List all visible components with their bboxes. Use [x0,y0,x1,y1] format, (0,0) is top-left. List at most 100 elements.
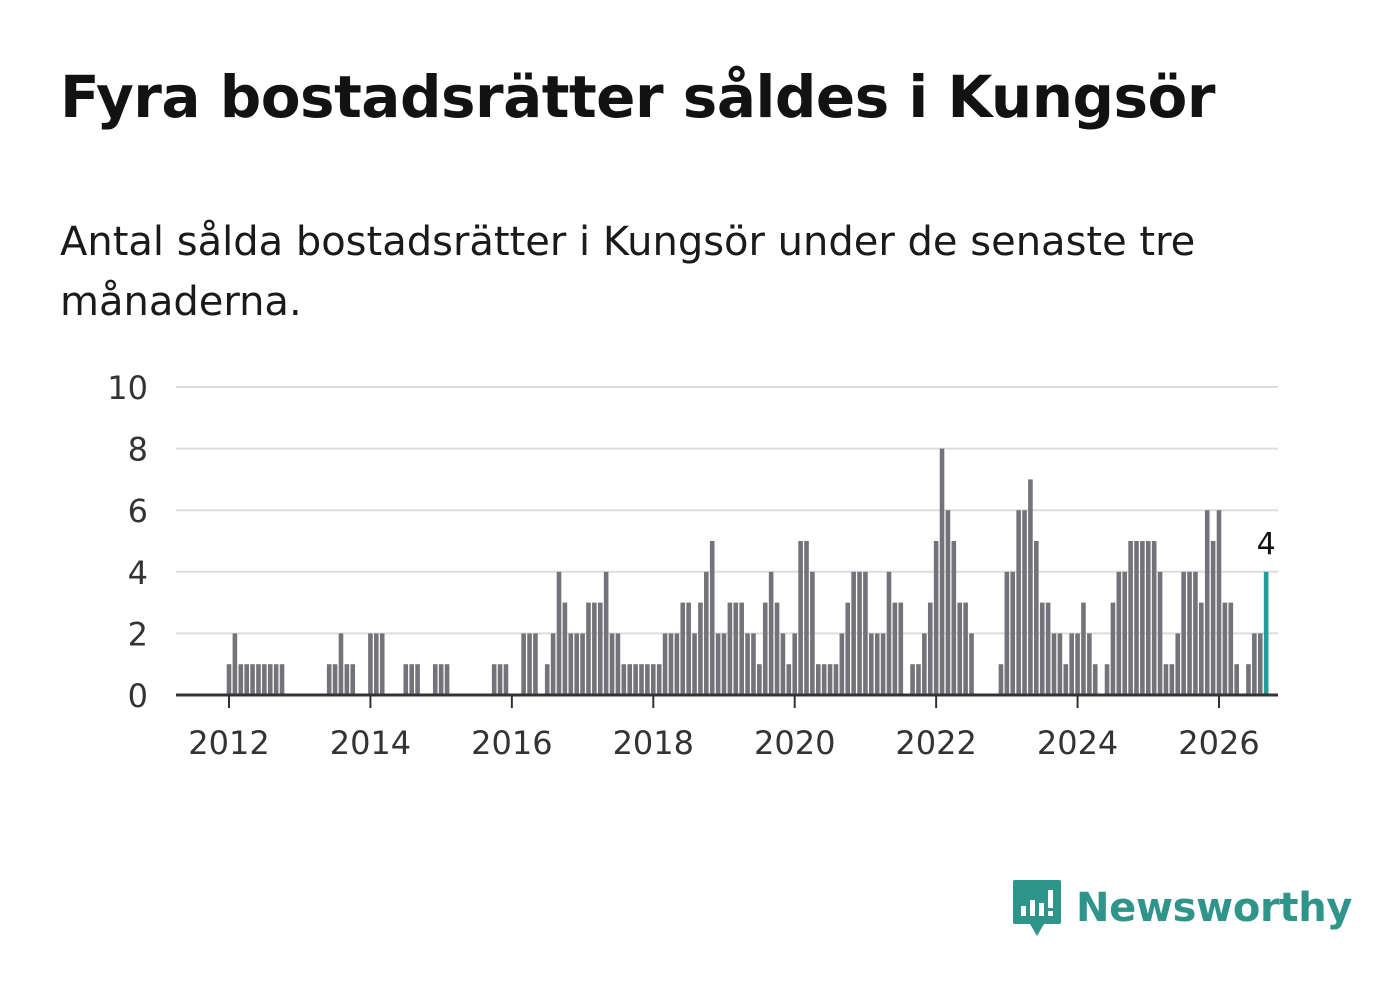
bar [957,602,963,695]
bar [1057,633,1063,695]
bar [568,633,574,695]
bar [774,602,780,695]
bar [332,664,338,695]
y-tick-label: 4 [128,554,148,592]
y-tick-label: 0 [128,677,148,715]
bar [1028,479,1033,695]
bar [1045,602,1051,695]
bar [250,664,255,695]
bar [745,633,750,695]
bar [969,633,974,695]
bar [279,664,285,695]
bar [533,633,538,695]
bar [933,541,939,695]
brand-name: Newsworthy [1076,885,1353,931]
y-tick-label: 6 [128,492,148,530]
bar [350,664,356,695]
bar [892,602,898,695]
bar [1228,602,1234,695]
bar [338,633,344,695]
axes: 0 2 4 6 8 10 4 2012 2014 2016 2018 2020 2022 2024 2026 [107,369,1278,762]
bar [845,602,851,695]
bar [786,664,792,695]
bar [368,633,373,695]
bar [432,664,438,695]
bar [1175,633,1181,695]
bars [226,448,1269,695]
x-tick-label: 2022 [895,724,976,762]
x-tick-label: 2026 [1178,724,1259,762]
bar [374,633,379,695]
bar [1069,633,1074,695]
bar [945,510,951,695]
bar [880,633,886,695]
x-tick-label: 2014 [330,724,411,762]
bar [226,664,232,695]
bar [698,602,703,695]
bar [521,633,526,695]
bar [1169,664,1175,695]
bar [910,664,915,695]
bar [603,571,609,695]
x-tick-label: 2024 [1037,724,1118,762]
bar [232,633,238,695]
bar [639,664,644,695]
bar [680,602,686,695]
bar [768,571,774,695]
bar [1204,510,1210,695]
bar [580,633,585,695]
bar [1163,664,1169,695]
bar [1140,541,1145,695]
bar [686,602,691,695]
x-tick-label: 2018 [613,724,694,762]
page-title: Fyra bostadsrätter såldes i Kungsör [60,63,1216,131]
bar [927,602,933,695]
bar [1234,664,1239,695]
highlight-bar [1263,571,1269,695]
bar [1022,510,1027,695]
bar [586,602,591,695]
x-tick-label: 2020 [754,724,835,762]
bar [821,664,827,695]
bar [939,448,945,695]
bar [757,664,762,695]
newsworthy-logo-icon [1013,880,1061,936]
bar [662,633,668,695]
bar [267,664,273,695]
bar [1087,633,1092,695]
bar [833,664,839,695]
bar [1128,541,1133,695]
bar [916,664,921,695]
bar [780,633,786,695]
x-tick-label: 2016 [471,724,552,762]
bar [1257,633,1263,695]
bar [1039,602,1045,695]
bar [344,664,350,695]
y-tick-label: 8 [128,431,148,469]
bar [1110,602,1116,695]
bar [815,664,821,695]
bar [963,602,968,695]
bar [1193,571,1198,695]
bar [1122,571,1128,695]
bar [898,602,904,695]
bar [857,571,862,695]
bar [409,664,414,695]
bar [627,664,633,695]
highlight-value-label: 4 [1257,527,1276,562]
bar [810,571,815,695]
bar [1145,541,1151,695]
bar [556,571,562,695]
bar [998,664,1004,695]
bar [804,541,809,695]
gridlines [176,386,1278,635]
bar [1216,510,1222,695]
bar [704,571,709,695]
bar [733,602,739,695]
bar [1075,633,1080,695]
bar [869,633,874,695]
bar [951,541,957,695]
page-subtitle: Antal sålda bostadsrätter i Kungsör unde… [60,219,1196,325]
bar [739,602,744,695]
